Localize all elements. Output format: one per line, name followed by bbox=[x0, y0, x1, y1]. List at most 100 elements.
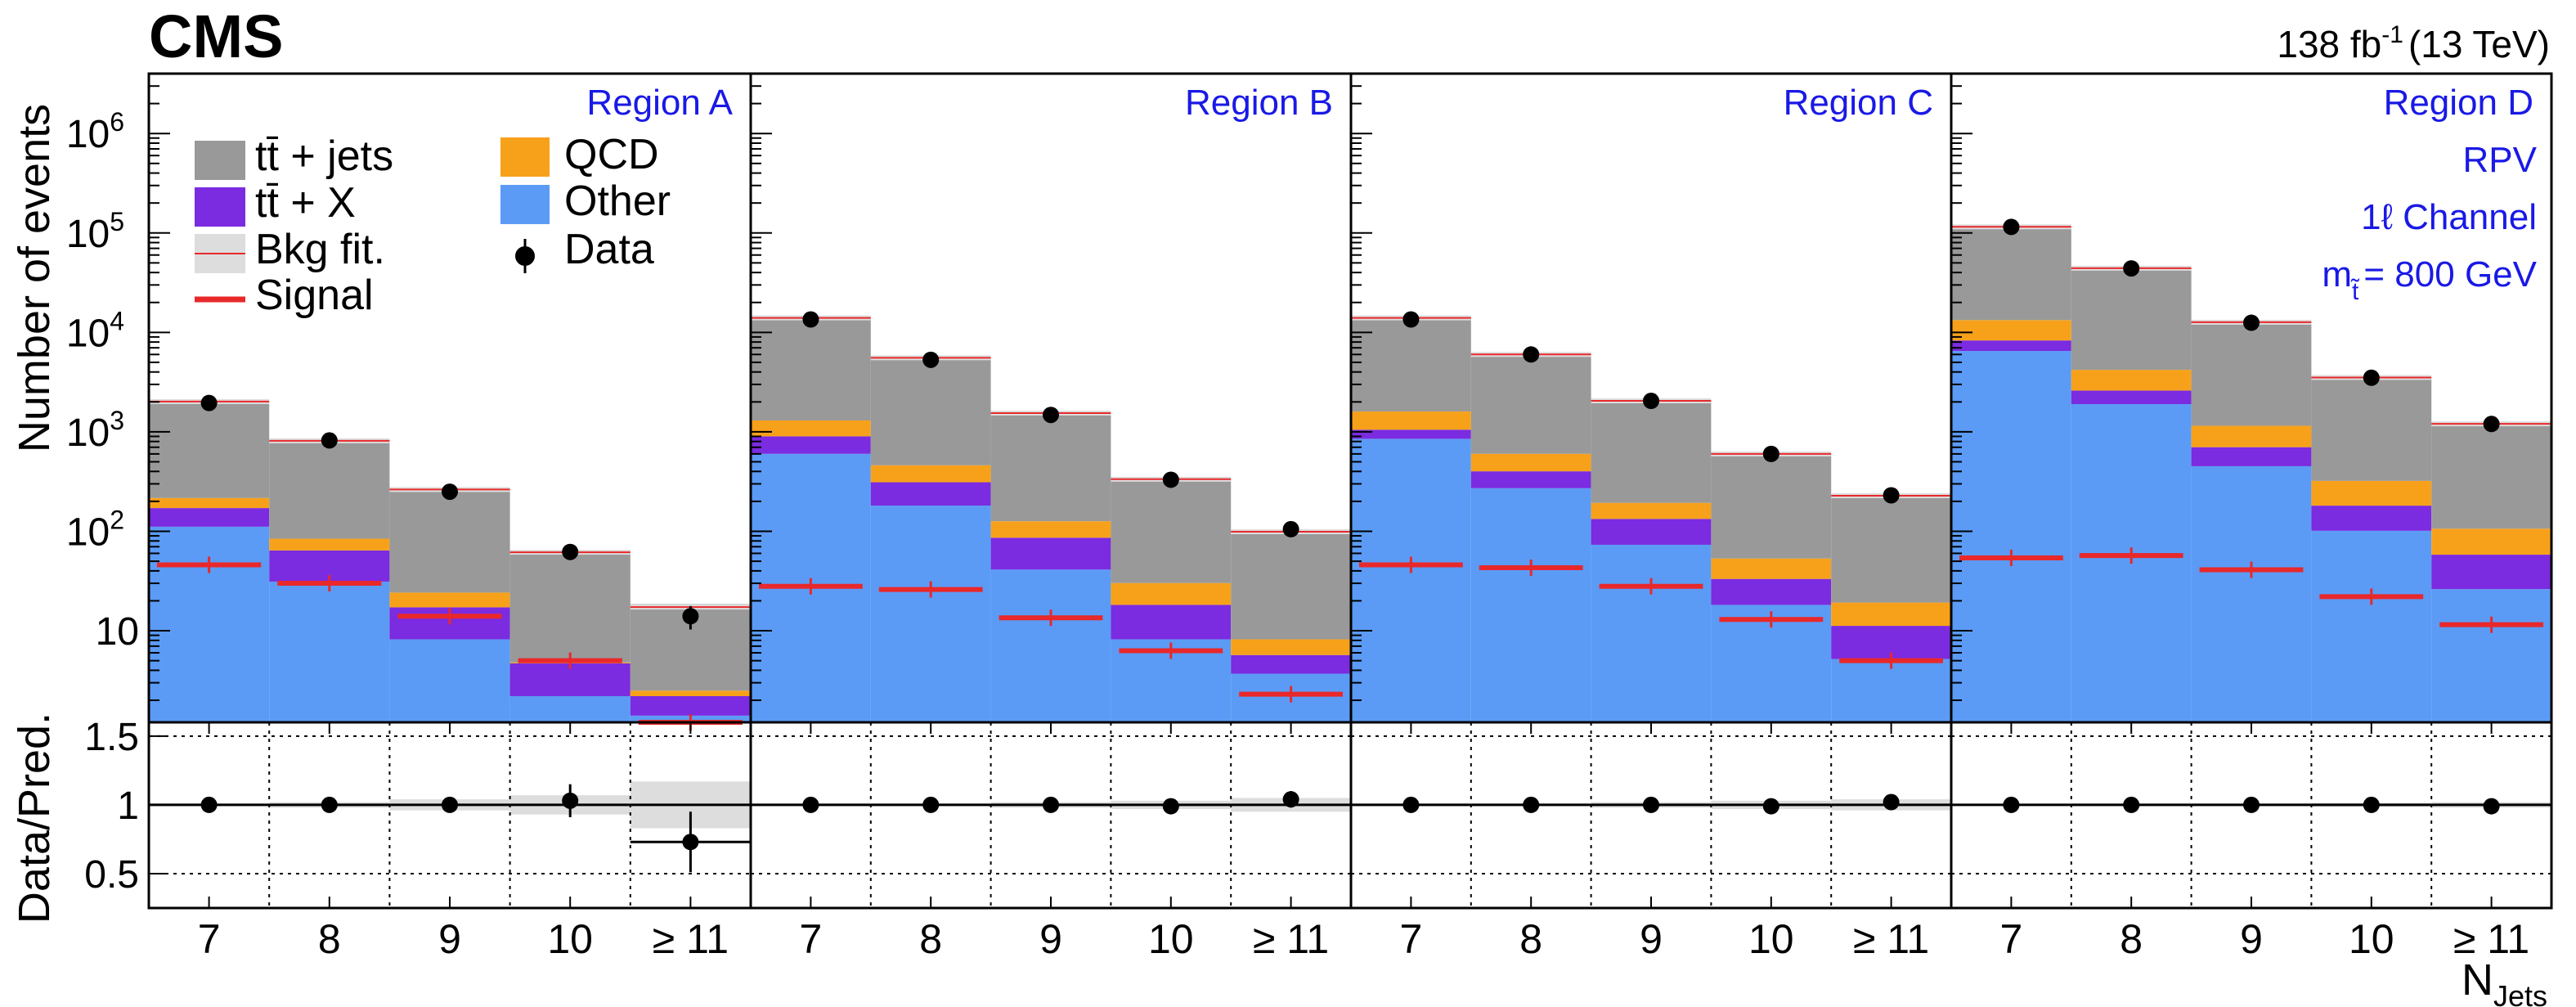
x-tick-label: 8 bbox=[2120, 916, 2143, 962]
bar-ttjets bbox=[751, 317, 871, 421]
legend: tt̄ + jets tt̄ + X Bkg fit. Signal QCD O… bbox=[195, 131, 671, 319]
ratio-point bbox=[2483, 798, 2500, 815]
bar-ttx bbox=[1591, 519, 1712, 545]
mass-subscript: t̃ bbox=[2350, 278, 2360, 305]
bar-ttx bbox=[751, 436, 871, 454]
ratio-point bbox=[1043, 796, 1059, 813]
lumi-value: 138 fb bbox=[2277, 23, 2381, 65]
x-tick-label: ≥ 11 bbox=[2453, 916, 2529, 962]
y-tick-label: 104 bbox=[66, 306, 124, 355]
data-point bbox=[1643, 393, 1659, 410]
legend-label-bkgfit: Bkg fit. bbox=[255, 226, 385, 273]
data-point bbox=[1043, 407, 1059, 424]
bar-ttjets bbox=[1111, 479, 1232, 583]
panel-frames bbox=[147, 72, 2553, 910]
mass-label: mt̃ = 800 GeV bbox=[2322, 254, 2537, 305]
bar-qcd bbox=[2431, 528, 2551, 555]
bar-ttx bbox=[990, 537, 1111, 570]
mass-value: = 800 GeV bbox=[2363, 254, 2537, 294]
bar-ttjets bbox=[1231, 531, 1351, 640]
data-point bbox=[922, 351, 940, 368]
ratio-point bbox=[922, 796, 940, 813]
data-point bbox=[2363, 369, 2380, 386]
bar-ttx bbox=[870, 482, 991, 506]
bar-ttx bbox=[1951, 340, 2071, 352]
bar-other bbox=[2311, 530, 2432, 722]
bar-ttx bbox=[149, 508, 270, 527]
bar-qcd bbox=[1111, 582, 1232, 605]
ratio-point bbox=[200, 796, 218, 813]
x-tick-label: 10 bbox=[1748, 916, 1794, 962]
bar-qcd bbox=[1351, 411, 1471, 430]
ratio-point bbox=[682, 834, 699, 851]
data-point bbox=[2003, 218, 2020, 236]
ratio-point bbox=[1643, 796, 1659, 813]
y-tick-base: 10 bbox=[66, 312, 110, 355]
ratio-grid bbox=[149, 722, 2551, 908]
x-tick-label: 8 bbox=[919, 916, 942, 962]
ratio-point bbox=[321, 796, 338, 813]
ratio-point bbox=[1402, 796, 1420, 813]
ratio-point bbox=[1883, 793, 1900, 811]
bar-qcd bbox=[2071, 370, 2192, 391]
bar-ttjets bbox=[1591, 400, 1712, 503]
region-label: Region C bbox=[1784, 83, 1933, 123]
lumi-exponent: -1 bbox=[2381, 21, 2403, 48]
x-tick-label: 9 bbox=[2240, 916, 2263, 962]
bar-ttx bbox=[2311, 506, 2432, 531]
bar-ttx bbox=[2191, 447, 2312, 466]
x-tick-label: 7 bbox=[799, 916, 822, 962]
legend-label-signal: Signal bbox=[255, 272, 374, 319]
bar-ttjets bbox=[1351, 317, 1471, 412]
y-tick-label: 103 bbox=[66, 406, 124, 455]
x-tick-label: ≥ 11 bbox=[653, 916, 729, 962]
bar-ttjets bbox=[2431, 424, 2551, 529]
x-tick-label: 7 bbox=[1399, 916, 1422, 962]
bar-qcd bbox=[990, 521, 1111, 538]
lumi-label: 138 fb-1 (13 TeV) bbox=[2277, 21, 2550, 65]
bar-qcd bbox=[1951, 320, 2071, 341]
bar-ttx bbox=[1351, 429, 1471, 439]
ratio-point bbox=[802, 796, 819, 813]
data-point bbox=[2243, 314, 2260, 331]
x-tick-label: 8 bbox=[1519, 916, 1542, 962]
data-point bbox=[2123, 260, 2140, 277]
axis-ticks bbox=[149, 73, 2493, 908]
y-tick-label: 102 bbox=[66, 505, 124, 554]
x-tick-label: 7 bbox=[198, 916, 221, 962]
bar-qcd bbox=[269, 538, 390, 551]
bar-other bbox=[509, 695, 631, 722]
channel-label: 1ℓ Channel bbox=[2361, 197, 2537, 237]
bar-ttjets bbox=[389, 489, 510, 593]
axis-labels: 7 8 9 10 ≥ 11 Region A 7 8 9 10 ≥ 11 Region B 7 8 9 10 ≥… bbox=[66, 83, 2533, 962]
bar-ttjets bbox=[870, 357, 991, 465]
data-point bbox=[1523, 346, 1540, 363]
data-point bbox=[1282, 520, 1299, 537]
bar-qcd bbox=[870, 465, 991, 483]
bar-qcd bbox=[389, 592, 510, 608]
x-tick-label: 9 bbox=[1640, 916, 1663, 962]
x-tick-label: ≥ 11 bbox=[1253, 916, 1329, 962]
bar-qcd bbox=[1831, 602, 1951, 627]
bar-ttx bbox=[1231, 654, 1351, 674]
y-tick-base: 10 bbox=[66, 113, 110, 156]
y-tick-label: 105 bbox=[66, 207, 124, 256]
bar-qcd bbox=[1591, 502, 1712, 519]
bar-ttx bbox=[1111, 605, 1232, 640]
data-point bbox=[442, 483, 458, 501]
bar-ttjets bbox=[990, 412, 1111, 522]
bar-ttjets bbox=[1831, 495, 1951, 603]
bar-other bbox=[1470, 488, 1591, 722]
bar-other bbox=[1831, 659, 1951, 722]
x-axis-title-sub: Jets bbox=[2493, 979, 2547, 1007]
ratio-point bbox=[1162, 798, 1179, 815]
data-point bbox=[562, 543, 579, 560]
data-point bbox=[1762, 445, 1779, 462]
bar-ttx bbox=[1711, 578, 1832, 605]
bar-qcd bbox=[1470, 453, 1591, 472]
bar-qcd bbox=[149, 497, 270, 509]
bar-other bbox=[1951, 351, 2071, 722]
bar-qcd bbox=[2311, 480, 2432, 506]
ratio-point bbox=[1762, 798, 1779, 815]
bar-qcd bbox=[751, 420, 871, 437]
